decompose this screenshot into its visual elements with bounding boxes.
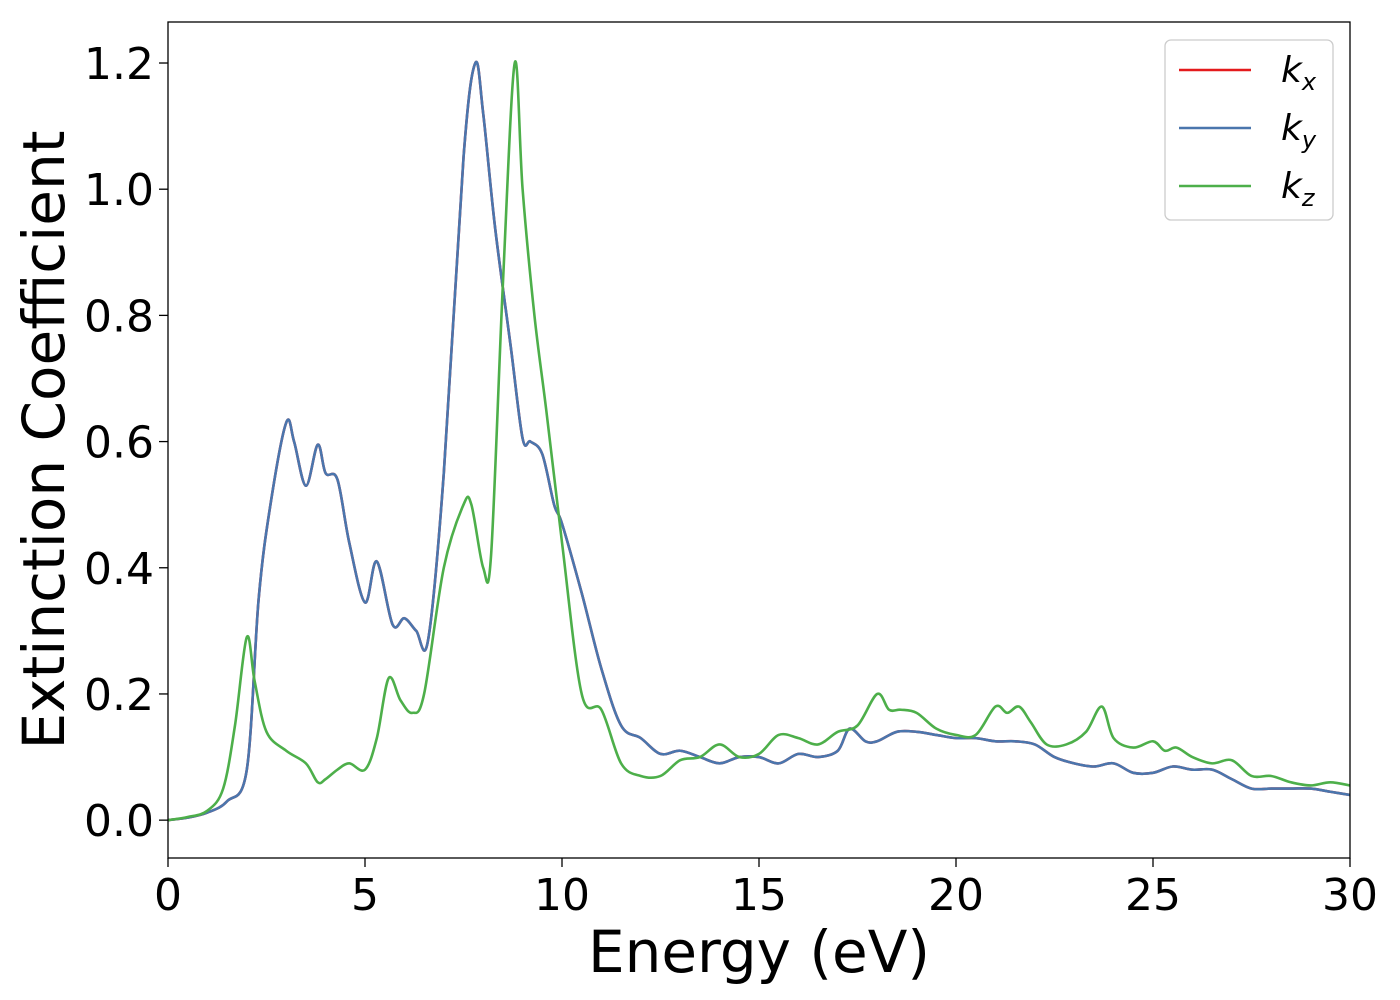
y-tick-label: 0.2 — [84, 670, 154, 721]
legend-label-kz: kz — [1281, 166, 1316, 212]
legend: kx ky kz — [1164, 39, 1334, 221]
y-axis-ticks: 0.0 0.2 0.4 0.6 0.8 1.0 1.2 — [84, 39, 168, 847]
x-tick-label: 15 — [731, 870, 787, 921]
y-tick-label: 0.4 — [84, 544, 154, 595]
y-tick-label: 0.6 — [84, 418, 154, 469]
y-tick-label: 0.0 — [84, 796, 154, 847]
x-tick-label: 10 — [534, 870, 590, 921]
y-tick-label: 0.8 — [84, 291, 154, 342]
x-axis-title: Energy (eV) — [588, 918, 930, 986]
legend-label-ky: ky — [1281, 108, 1317, 154]
y-axis-title: Extinction Coefficient — [10, 131, 78, 750]
x-axis-ticks: 0 5 10 15 20 25 30 — [154, 858, 1378, 921]
x-tick-label: 20 — [928, 870, 984, 921]
series-line-kz — [168, 60, 1350, 822]
x-tick-label: 5 — [351, 870, 379, 921]
series-line-ky — [168, 60, 1350, 822]
legend-label-kx: kx — [1281, 50, 1317, 96]
series-layer — [168, 60, 1350, 822]
x-tick-label: 25 — [1125, 870, 1181, 921]
x-tick-label: 0 — [154, 870, 182, 921]
legend-box — [1164, 39, 1334, 221]
y-tick-label: 1.2 — [84, 39, 154, 90]
y-tick-label: 1.0 — [84, 165, 154, 216]
x-tick-label: 30 — [1322, 870, 1378, 921]
